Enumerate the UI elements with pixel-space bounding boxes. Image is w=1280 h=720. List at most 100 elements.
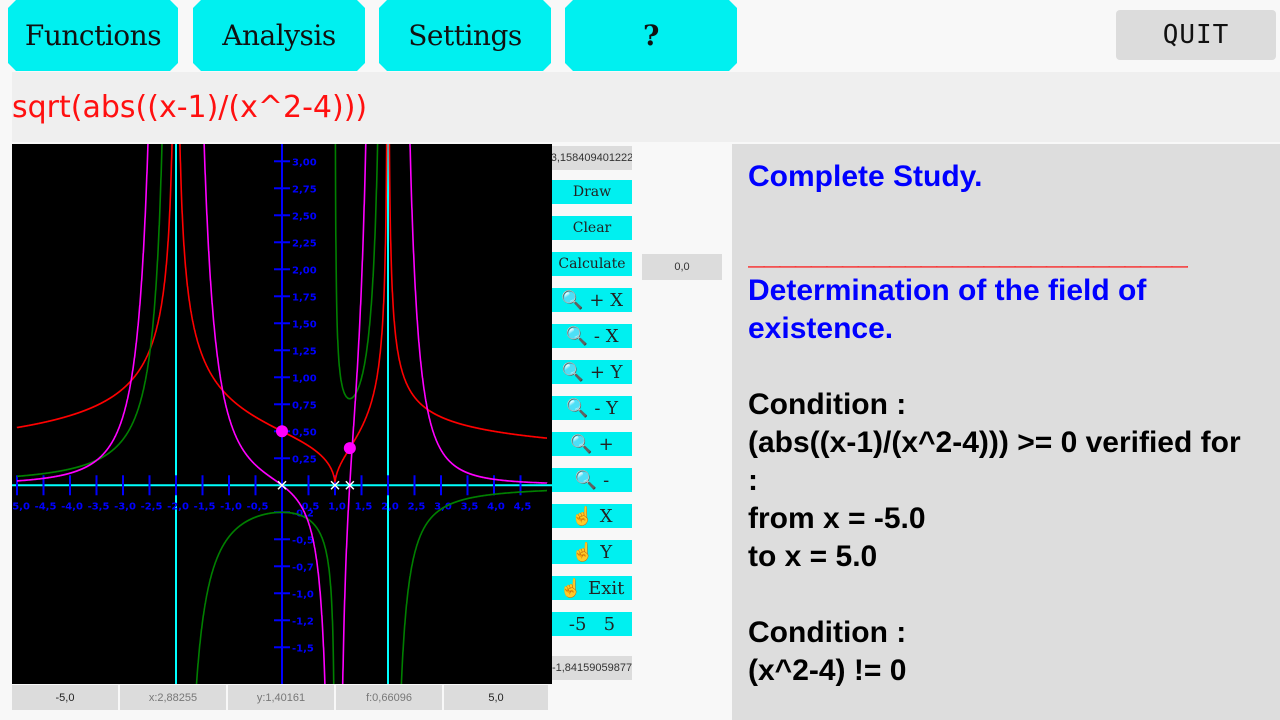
- exit-button[interactable]: ☝ Exit: [552, 576, 632, 600]
- zoom-in-y-button[interactable]: 🔍 + Y: [552, 360, 632, 384]
- zoom-in-x-label: + X: [589, 289, 624, 311]
- cursor-y-status: y:1,40161: [228, 685, 334, 710]
- help-label: ?: [643, 19, 659, 52]
- x-tick-label: 2,5: [408, 501, 426, 512]
- zoom-in-label: +: [598, 433, 614, 455]
- formula-input[interactable]: sqrt(abs((x-1)/(x^2-4))): [12, 90, 368, 125]
- zoom-in-button[interactable]: 🔍 +: [552, 432, 632, 456]
- study-panel: Complete Study. ________________________…: [732, 144, 1280, 720]
- zoom-out-label: -: [603, 469, 610, 491]
- field-heading: Determination of the field of existence.: [748, 274, 1147, 345]
- pan-x-button[interactable]: ☝ X: [552, 504, 632, 528]
- zoom-out-y-label: - Y: [594, 397, 619, 419]
- magnifier-icon: 🔍: [574, 469, 598, 491]
- magnifier-icon: 🔍: [570, 433, 593, 455]
- marked-point: [276, 425, 288, 438]
- range-button[interactable]: -5 5: [552, 612, 632, 636]
- x-tick-label: -3,5: [88, 501, 110, 512]
- magnifier-icon: 🔍: [561, 361, 584, 383]
- calculate-value-field[interactable]: 0,0: [642, 254, 722, 280]
- x-tick-label: -1,0: [220, 501, 242, 512]
- separator: ______________________________: [748, 240, 1188, 270]
- y-tick-label: 1,25: [292, 346, 317, 357]
- x-tick-label: -5,0: [12, 501, 30, 512]
- y-tick-label: 1,75: [292, 292, 317, 303]
- axis-mark: [330, 480, 340, 490]
- domain-to: to x = 5.0: [748, 540, 878, 573]
- y-max-value: 3,158409401222: [552, 146, 632, 170]
- y-tick-label: -1,5: [292, 643, 314, 654]
- y-tick-label: 2,75: [292, 184, 317, 195]
- help-button[interactable]: ?: [565, 0, 737, 71]
- functions-button[interactable]: Functions: [8, 0, 178, 71]
- y-tick-label: -0,7: [292, 562, 314, 573]
- condition-1-label: Condition :: [748, 388, 907, 421]
- formula-bar[interactable]: sqrt(abs((x-1)/(x^2-4))): [12, 72, 1280, 142]
- magnifier-icon: 🔍: [565, 325, 588, 347]
- y-tick-label: 2,00: [292, 265, 317, 276]
- x-tick-label: -2,0: [167, 501, 189, 512]
- y-tick-label: -1,0: [292, 589, 314, 600]
- draw-button[interactable]: Draw: [552, 180, 632, 204]
- analysis-button[interactable]: Analysis: [193, 0, 365, 71]
- calculate-button[interactable]: Calculate: [552, 252, 632, 276]
- condition-1-expr: (abs((x-1)/(x^2-4))) >= 0 verified for :: [748, 426, 1241, 497]
- y-tick-label: 3,00: [292, 157, 317, 168]
- quit-button[interactable]: QUIT: [1116, 10, 1276, 60]
- x-tick-label: 4,5: [514, 501, 532, 512]
- x-tick-label: 2,0: [381, 501, 399, 512]
- x-tick-label: 4,0: [487, 501, 505, 512]
- curve-fpp: [17, 93, 548, 720]
- cursor-f-status: f:0,66096: [336, 685, 442, 710]
- graph-canvas[interactable]: -5,0 -4,5 -4,0 -3,5 -3,0 -2,5 -2,0 -1,5 -1,0 -0,5…: [8, 93, 552, 720]
- draw-label: Draw: [572, 184, 612, 200]
- curve-f: [16, 93, 547, 483]
- y-tick-label: 0,50: [292, 427, 317, 438]
- zoom-in-y-label: + Y: [589, 361, 623, 383]
- exit-label: Exit: [588, 577, 625, 599]
- study-title: Complete Study.: [748, 160, 983, 193]
- y-tick-label: 2,25: [292, 238, 317, 249]
- pan-y-label: Y: [600, 541, 613, 563]
- y-tick-label: 0,25: [292, 454, 317, 465]
- axis-mark: [277, 480, 287, 490]
- x-tick-label: 3,5: [461, 501, 479, 512]
- settings-label: Settings: [408, 19, 522, 52]
- x-tick-label: -4,0: [61, 501, 83, 512]
- hand-pointer-icon: ☝: [571, 505, 594, 527]
- hand-pointer-icon: ☝: [571, 541, 595, 563]
- calculate-label: Calculate: [558, 256, 626, 272]
- zoom-out-x-label: - X: [593, 325, 619, 347]
- axis-mark: [345, 480, 355, 490]
- settings-button[interactable]: Settings: [379, 0, 551, 71]
- clear-button[interactable]: Clear: [552, 216, 632, 240]
- analysis-label: Analysis: [222, 19, 336, 52]
- x-tick-label: -1,5: [194, 501, 216, 512]
- y-tick-label: 2,50: [292, 211, 317, 222]
- magnifier-icon: 🔍: [560, 289, 584, 311]
- marked-point: [343, 442, 356, 455]
- x-min-status: -5,0: [12, 685, 118, 710]
- pan-x-label: X: [599, 505, 613, 527]
- graph-svg: -5,0 -4,5 -4,0 -3,5 -3,0 -2,5 -2,0 -1,5 -1,0 -0,5…: [8, 93, 552, 720]
- y-tick-label: 0,75: [292, 400, 317, 411]
- magnifier-icon: 🔍: [565, 397, 589, 419]
- x-tick-label: 0,5: [302, 501, 320, 512]
- zoom-out-button[interactable]: 🔍 -: [552, 468, 632, 492]
- zoom-in-x-button[interactable]: 🔍 + X: [552, 288, 632, 312]
- condition-2-expr: (x^2-4) != 0: [748, 654, 907, 687]
- x-tick-label: -2,5: [141, 501, 163, 512]
- y-tick-label: 1,50: [292, 319, 317, 330]
- zoom-out-y-button[interactable]: 🔍 - Y: [552, 396, 632, 420]
- condition-2-label: Condition :: [748, 616, 907, 649]
- x-tick-label: 1,5: [355, 501, 373, 512]
- clear-label: Clear: [572, 220, 612, 236]
- x-tick-label: -0,5: [247, 501, 269, 512]
- y-min-value: -1,84159059877: [552, 656, 632, 680]
- x-tick-label: -4,5: [35, 501, 57, 512]
- pan-y-button[interactable]: ☝ Y: [552, 540, 632, 564]
- y-tick-label: -0,2: [292, 508, 314, 519]
- zoom-out-x-button[interactable]: 🔍 - X: [552, 324, 632, 348]
- cursor-x-status: x:2,88255: [120, 685, 226, 710]
- x-tick-label: 1,0: [328, 501, 346, 512]
